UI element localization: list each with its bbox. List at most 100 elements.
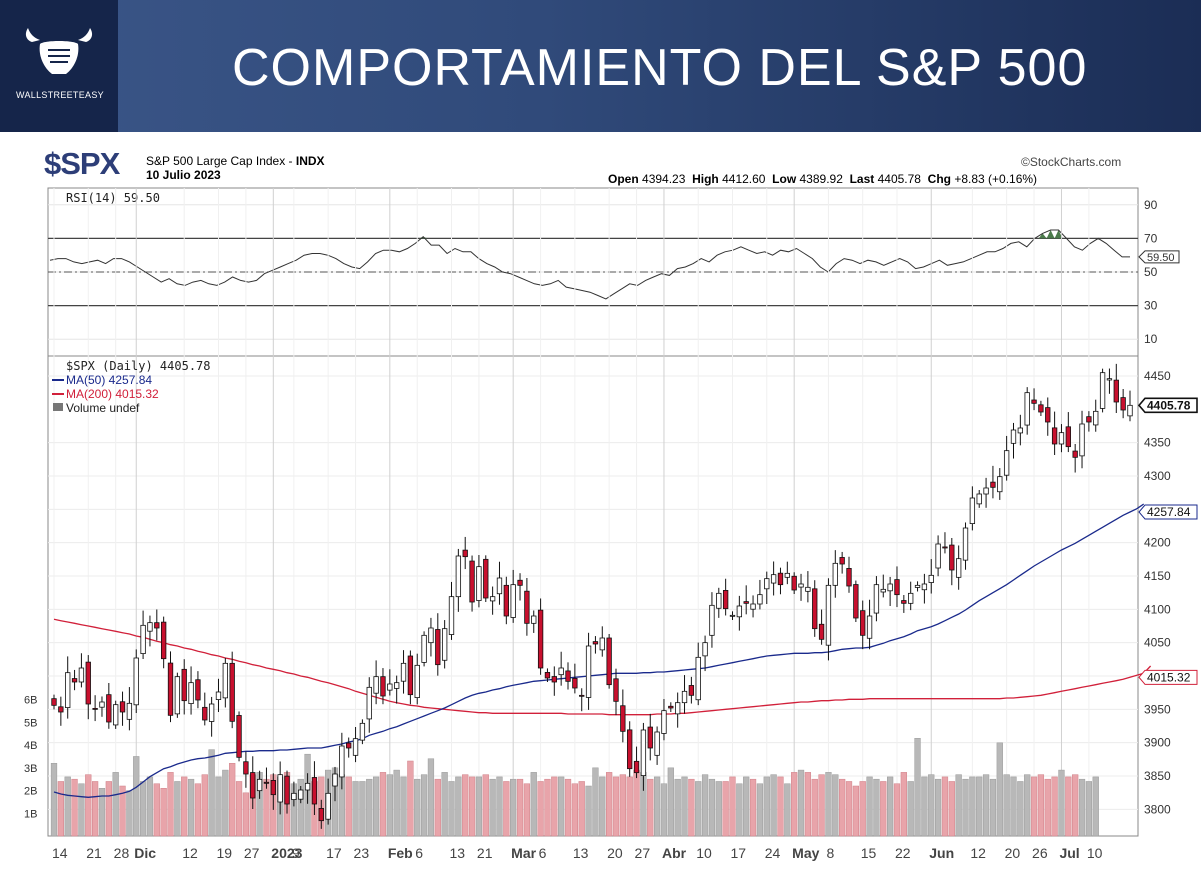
candle-body — [270, 780, 276, 796]
candle-body — [208, 703, 215, 722]
x-tick-label: Mar — [511, 845, 536, 861]
volume-bar — [962, 778, 969, 837]
volume-tick-label: 1B — [24, 808, 37, 820]
volume-bar — [770, 774, 777, 837]
volume-bar — [681, 776, 688, 837]
candle-body — [380, 676, 386, 697]
candle-body — [531, 615, 537, 624]
volume-bar — [777, 776, 784, 837]
rsi-tick-label: 30 — [1144, 299, 1158, 313]
volume-bar — [578, 781, 585, 837]
volume-bar — [907, 781, 914, 837]
volume-bar — [146, 776, 154, 837]
candle-body — [592, 641, 599, 645]
volume-bar — [119, 785, 126, 837]
rsi-tick-label: 70 — [1144, 231, 1158, 245]
candle-body — [846, 568, 852, 587]
candle-body — [133, 657, 139, 706]
volume-bar — [427, 758, 435, 837]
rsi-tick-label: 10 — [1144, 332, 1158, 346]
candle-body — [298, 789, 304, 800]
volume-bar — [187, 778, 195, 837]
candle-body — [1051, 427, 1058, 445]
volume-tick-label: 6B — [24, 695, 37, 707]
candle-body — [962, 527, 969, 561]
candle-body — [1017, 427, 1024, 434]
candle-body — [92, 708, 98, 710]
volume-bar — [530, 772, 537, 837]
candle-body — [997, 476, 1003, 493]
volume-tick-label: 5B — [24, 717, 37, 729]
volume-bar — [181, 776, 188, 837]
ma50-line — [53, 503, 1145, 798]
price-legend: $SPX (Daily) 4405.78 — [66, 359, 211, 373]
logo[interactable]: WALLSTREETEASY — [0, 0, 118, 132]
candle-body — [613, 678, 619, 702]
volume-bar — [1017, 781, 1024, 837]
volume-bar — [297, 778, 304, 837]
volume-bar — [496, 776, 503, 837]
volume-bar — [674, 778, 681, 837]
volume-bar — [1092, 776, 1099, 837]
volume-bar — [167, 772, 174, 837]
volume-bar — [105, 781, 112, 837]
candle-body — [140, 624, 146, 654]
volume-bar — [845, 781, 853, 837]
price-tick-label: 3800 — [1144, 802, 1171, 816]
candle-body — [798, 583, 804, 588]
volume-bar — [982, 774, 990, 837]
candle-body — [702, 642, 708, 657]
candle-body — [908, 592, 914, 604]
volume-bar — [866, 776, 873, 837]
volume-bar — [510, 778, 517, 837]
volume-bar — [695, 781, 702, 837]
volume-bar — [160, 788, 167, 837]
candle-body — [517, 579, 523, 586]
volume-bar — [489, 778, 496, 837]
volume-bar — [235, 781, 243, 837]
candle-body — [106, 694, 112, 723]
candle-body — [65, 672, 71, 709]
candle-body — [167, 662, 174, 716]
candle-body — [99, 701, 105, 708]
candle-body — [496, 577, 503, 595]
volume-bar — [941, 776, 949, 837]
candle-body — [181, 668, 187, 702]
volume-last-label: 2089426 — [1147, 0, 1194, 3]
x-tick-label: 12 — [970, 845, 986, 861]
candle-body — [661, 710, 667, 734]
candle-body — [750, 603, 756, 610]
x-tick-label: Abr — [662, 845, 687, 861]
candle-body — [880, 588, 886, 593]
x-tick-label: 27 — [244, 845, 260, 861]
x-tick-label: 17 — [730, 845, 746, 861]
ohlc-readout: Open 4394.23 High 4412.60 Low 4389.92 La… — [608, 172, 1038, 186]
volume-bar — [551, 776, 558, 837]
candle-body — [318, 808, 324, 822]
volume-bar — [1078, 778, 1086, 837]
candle-body — [243, 761, 249, 775]
volume-bar — [763, 776, 770, 837]
volume-bar — [914, 738, 921, 837]
price-tick-label: 4150 — [1144, 569, 1171, 583]
volume-bar — [98, 788, 106, 837]
price-tick-label: 4300 — [1144, 469, 1171, 483]
volume-bar — [85, 774, 92, 837]
candle-body — [325, 792, 331, 820]
price-tick-label: 4350 — [1144, 436, 1171, 450]
volume-bar — [1051, 776, 1058, 837]
price-panel — [47, 355, 1139, 837]
last-price-label: 4405.78 — [1147, 398, 1191, 412]
volume-bar — [352, 781, 359, 837]
volume-bar — [612, 776, 620, 837]
volume-bar — [112, 772, 119, 837]
ma200-last-marker — [1138, 669, 1198, 685]
candle-body — [935, 543, 941, 569]
volume-bar — [900, 772, 907, 837]
candle-body — [1031, 399, 1037, 404]
candle-body — [1106, 378, 1113, 381]
volume-bar — [91, 781, 99, 837]
volume-bar — [934, 778, 942, 837]
volume-bar — [1003, 774, 1010, 837]
